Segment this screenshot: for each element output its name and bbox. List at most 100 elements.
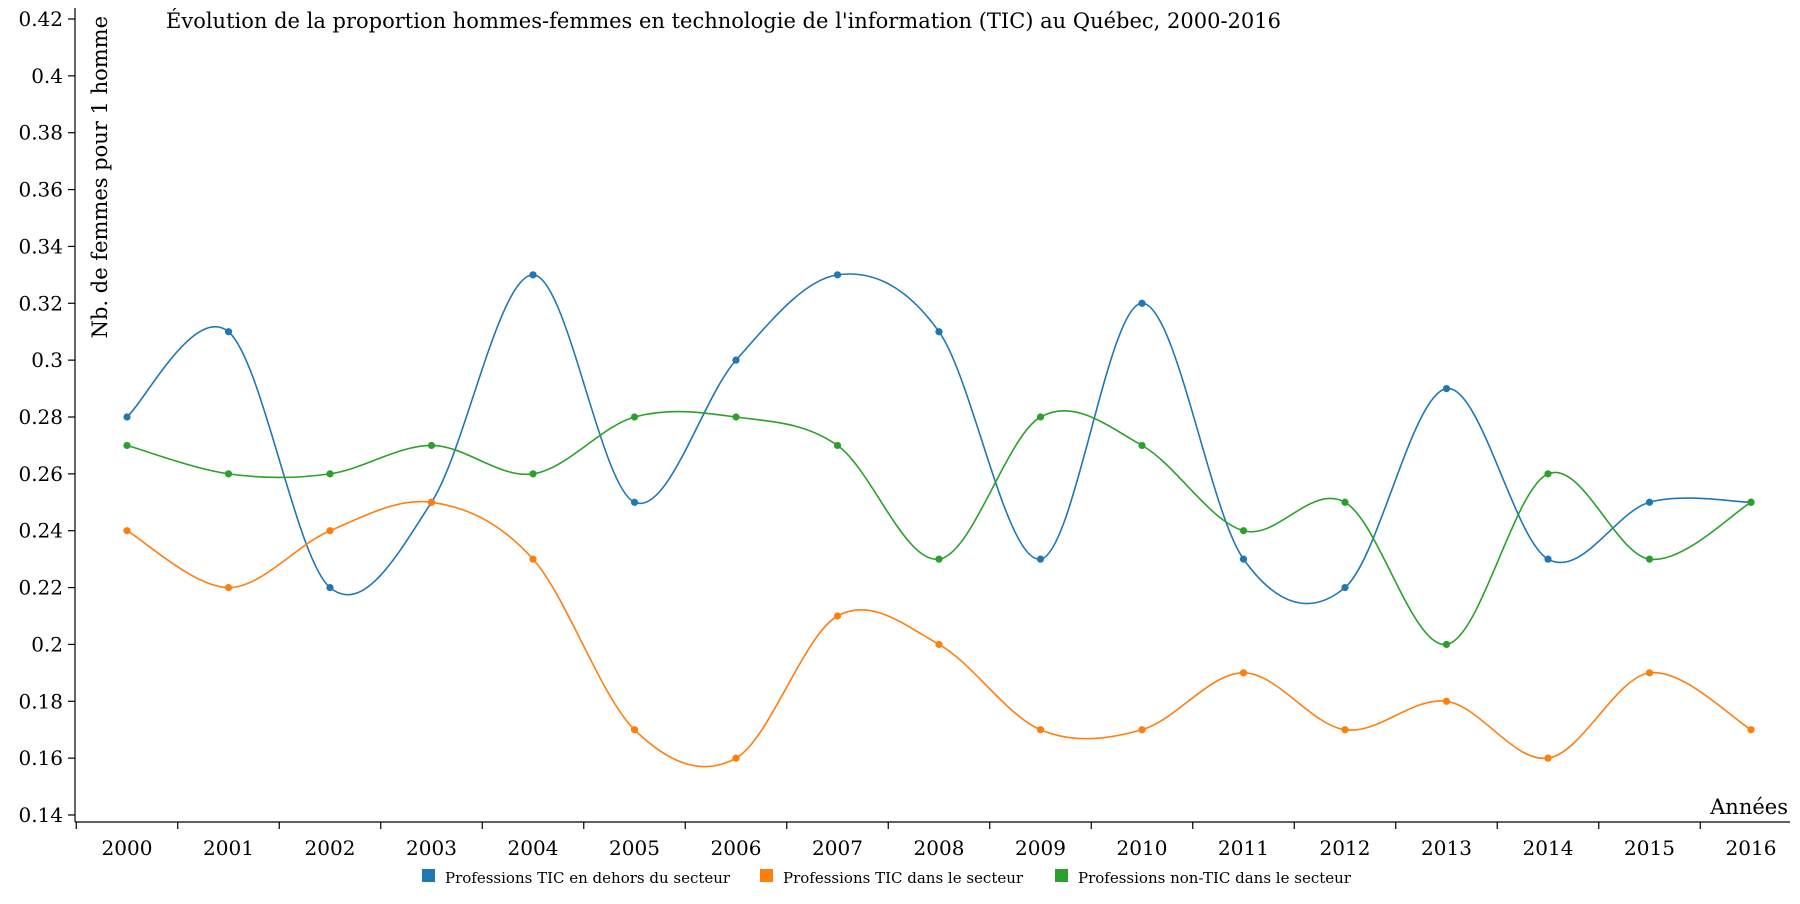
series-group — [123, 498, 1755, 768]
data-point — [123, 413, 131, 421]
data-point — [1747, 498, 1755, 506]
x-tick-label: 2004 — [508, 836, 559, 860]
data-point — [1442, 640, 1451, 649]
legend-label: Professions TIC dans le secteur — [783, 869, 1024, 887]
data-point — [1544, 470, 1552, 478]
data-point — [1239, 669, 1248, 677]
data-point — [123, 441, 131, 450]
legend: Professions TIC en dehors du secteur Prof… — [422, 869, 1352, 887]
data-point — [224, 583, 233, 592]
data-point — [935, 555, 943, 563]
data-point — [326, 527, 334, 535]
y-tick-label: 0.36 — [18, 178, 63, 202]
series-line — [126, 273, 1752, 605]
y-tick-label: 0.34 — [18, 234, 63, 258]
x-tick-label: 2014 — [1523, 836, 1574, 860]
x-tick-label: 2003 — [406, 836, 457, 860]
y-tick-label: 0.16 — [18, 746, 63, 770]
chart-title: Évolution de la proportion hommes-femmes… — [166, 9, 1281, 33]
data-point — [1747, 726, 1755, 734]
x-tick-label: 2016 — [1726, 836, 1777, 860]
data-point — [833, 271, 842, 279]
y-axis-title: Nb. de femmes pour 1 homme — [88, 16, 112, 338]
y-tick-label: 0.38 — [18, 121, 63, 145]
data-point — [1036, 555, 1045, 563]
x-tick-label: 2009 — [1015, 836, 1066, 860]
y-tick-label: 0.3 — [31, 348, 63, 372]
data-point — [833, 612, 842, 620]
y-tick-label: 0.42 — [18, 7, 63, 31]
series-line — [126, 500, 1752, 768]
series-line — [126, 409, 1752, 646]
data-point — [1442, 384, 1451, 393]
legend-item: Professions TIC dans le secteur — [760, 869, 1024, 887]
x-tick-label: 2001 — [203, 836, 254, 860]
legend-swatch — [422, 869, 435, 882]
data-point — [833, 441, 842, 450]
x-tick-label: 2011 — [1218, 836, 1269, 860]
data-point — [427, 498, 436, 506]
legend-swatch — [760, 869, 773, 882]
data-point — [1544, 555, 1552, 563]
data-point — [630, 413, 639, 421]
data-point — [1645, 498, 1654, 506]
data-point — [1036, 413, 1045, 421]
x-tick-label: 2008 — [914, 836, 965, 860]
series-group — [123, 271, 1755, 605]
data-point — [1036, 726, 1045, 734]
data-point — [1138, 299, 1146, 307]
data-point — [732, 754, 740, 762]
data-point — [1341, 498, 1349, 506]
y-tick-label: 0.4 — [31, 64, 63, 88]
data-point — [326, 583, 334, 592]
legend-item: Professions non-TIC dans le secteur — [1055, 869, 1352, 887]
legend-label: Professions non-TIC dans le secteur — [1078, 869, 1352, 887]
y-tick-label: 0.26 — [18, 462, 63, 486]
data-point — [1645, 669, 1654, 677]
data-point — [1341, 726, 1349, 734]
y-tick-label: 0.24 — [18, 519, 63, 543]
data-point — [630, 726, 639, 734]
data-point — [1239, 527, 1248, 535]
data-point — [427, 441, 436, 450]
data-point — [1544, 754, 1552, 762]
legend-item: Professions TIC en dehors du secteur — [422, 869, 731, 887]
x-tick-label: 2005 — [609, 836, 660, 860]
data-point — [630, 498, 639, 506]
data-point — [732, 413, 740, 421]
data-point — [529, 470, 537, 478]
data-point — [935, 328, 943, 336]
y-tick-label: 0.28 — [18, 405, 63, 429]
data-point — [1138, 441, 1146, 450]
data-point — [1645, 555, 1654, 563]
data-point — [1138, 726, 1146, 734]
y-axis-ticks: 0.14 0.16 0.18 0.2 0.22 0.24 0.26 0.28 0.3 0.32 0.… — [18, 7, 75, 827]
legend-label: Professions TIC en dehors du secteur — [445, 869, 731, 887]
x-axis-ticks: 2000 2001 2002 2003 2004 2005 2006 2007 2008 2009… — [75, 822, 1777, 860]
x-tick-label: 2012 — [1320, 836, 1371, 860]
x-axis-title: Années — [1709, 795, 1788, 819]
x-tick-label: 2006 — [711, 836, 762, 860]
series-group — [123, 409, 1755, 649]
y-tick-label: 0.32 — [18, 291, 63, 315]
data-point — [123, 527, 131, 535]
data-point — [1341, 583, 1349, 592]
y-tick-label: 0.22 — [18, 576, 63, 600]
data-point — [529, 555, 537, 563]
x-tick-label: 2002 — [305, 836, 356, 860]
data-point — [529, 271, 537, 279]
x-tick-label: 2013 — [1421, 836, 1472, 860]
data-point — [935, 640, 943, 649]
legend-swatch — [1055, 869, 1068, 882]
data-point — [732, 356, 740, 364]
x-tick-label: 2015 — [1624, 836, 1675, 860]
y-tick-label: 0.14 — [18, 803, 63, 827]
y-tick-label: 0.18 — [18, 689, 63, 713]
data-point — [1239, 555, 1248, 563]
x-tick-label: 2007 — [812, 836, 863, 860]
data-point — [224, 328, 233, 336]
x-tick-label: 2010 — [1117, 836, 1168, 860]
x-tick-label: 2000 — [102, 836, 153, 860]
